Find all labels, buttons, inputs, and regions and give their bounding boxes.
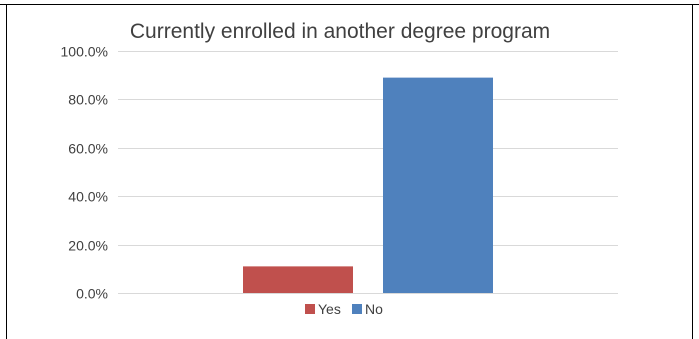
bar-no <box>383 77 493 294</box>
y-axis-ticks: 0.0% 20.0% 40.0% 60.0% 80.0% 100.0% <box>61 44 108 302</box>
y-tick-label: 80.0% <box>68 92 108 108</box>
legend-swatch-no <box>352 304 362 314</box>
y-tick-label: 60.0% <box>68 141 108 157</box>
legend-label-yes: Yes <box>318 301 341 317</box>
bar-yes <box>243 266 353 293</box>
y-tick-label: 20.0% <box>68 238 108 254</box>
gridlines <box>118 51 618 294</box>
legend: Yes No <box>305 301 383 317</box>
y-tick-label: 0.0% <box>76 286 108 302</box>
chart-title: Currently enrolled in another degree pro… <box>130 20 550 43</box>
y-tick-label: 40.0% <box>68 189 108 205</box>
legend-swatch-yes <box>305 304 315 314</box>
bars <box>243 77 493 294</box>
legend-label-no: No <box>365 301 383 317</box>
y-tick-label: 100.0% <box>61 44 108 60</box>
